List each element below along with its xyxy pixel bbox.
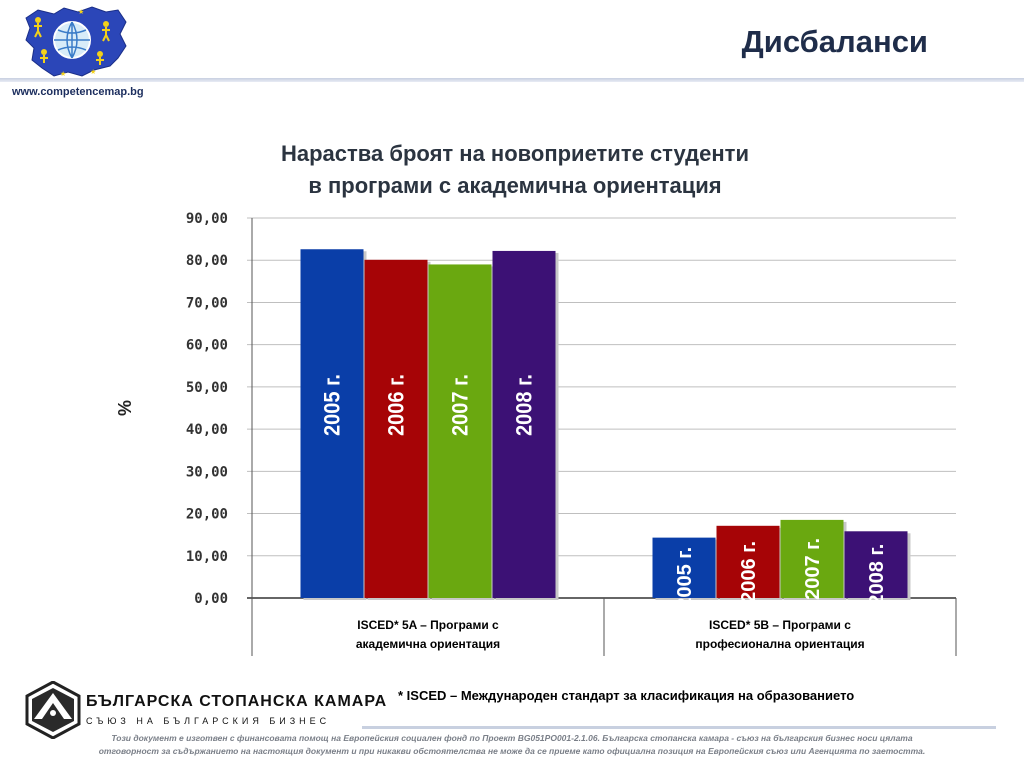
y-tick-label: 90,00 [186, 211, 228, 227]
disclaimer: Този документ е изготвен с финансовата п… [30, 732, 994, 758]
bsk-subtitle: СЪЮЗ НА БЪЛГАРСКИЯ БИЗНЕС [86, 716, 331, 726]
slide-title: Дисбаланси [741, 24, 928, 59]
svg-text:★: ★ [90, 68, 96, 76]
bar [428, 264, 492, 598]
site-url-link[interactable]: www.competencemap.bg [12, 86, 144, 98]
y-tick-label: 10,00 [186, 549, 228, 565]
bar-series-label: 2005 г. [674, 547, 696, 609]
y-tick-label: 0,00 [194, 591, 228, 607]
y-tick-label: 20,00 [186, 507, 228, 523]
y-axis-label: % [115, 400, 135, 416]
y-tick-label: 70,00 [186, 295, 228, 311]
footer-divider [362, 726, 996, 729]
y-tick-label: 50,00 [186, 380, 228, 396]
chart-title-line-2: в програми с академична ориентация [308, 173, 722, 198]
bsk-logo [25, 681, 81, 739]
category-label-5a-line-2: академична ориентация [355, 637, 501, 651]
category-label-5b-line-2: професионална ориентация [695, 637, 865, 651]
bar [780, 519, 844, 598]
bsk-name: БЪЛГАРСКА СТОПАНСКА КАМАРА [86, 693, 388, 710]
category-label-5b-line-1: ISCED* 5B – Програми с [709, 618, 851, 632]
isced-footnote: * ISCED – Международен стандарт за класи… [398, 688, 855, 703]
disclaimer-line-1: Този документ е изготвен с финансовата п… [111, 733, 913, 743]
bar-series-label: 2006 г. [738, 541, 760, 603]
bar-series-label: 2006 г. [384, 374, 409, 436]
disclaimer-line-2: отговорност за съдържанието на настоящия… [98, 746, 926, 756]
header-divider [0, 78, 1024, 82]
bar [844, 531, 908, 598]
category-label-5a-line-1: ISCED* 5A – Програми с [357, 618, 499, 632]
bar [492, 250, 556, 598]
bar-series-label: 2007 г. [448, 374, 473, 436]
y-tick-label: 60,00 [186, 338, 228, 354]
svg-text:★: ★ [60, 70, 66, 78]
category-label-5b: ISCED* 5B – Програми с професионална ори… [604, 616, 956, 654]
competencemap-logo: ★ ★ ★ [25, 6, 127, 78]
category-label-5a: ISCED* 5A – Програми с академична ориент… [252, 616, 604, 654]
bar [652, 537, 716, 598]
bar [716, 525, 780, 598]
bar-series-label: 2005 г. [320, 374, 345, 436]
chart-title-line-1: Нараства броят на новоприетите студенти [281, 141, 749, 166]
svg-text:★: ★ [78, 8, 84, 16]
bar-series-label: 2008 г. [512, 374, 537, 436]
bar [300, 249, 364, 598]
bar-series-label: 2007 г. [802, 538, 824, 600]
y-tick-label: 40,00 [186, 422, 228, 438]
chart-title: Нараства броят на новоприетите студенти … [180, 138, 850, 202]
bar-series-label: 2008 г. [866, 544, 888, 606]
y-tick-label: 80,00 [186, 253, 228, 269]
bar [364, 259, 428, 598]
y-tick-label: 30,00 [186, 464, 228, 480]
